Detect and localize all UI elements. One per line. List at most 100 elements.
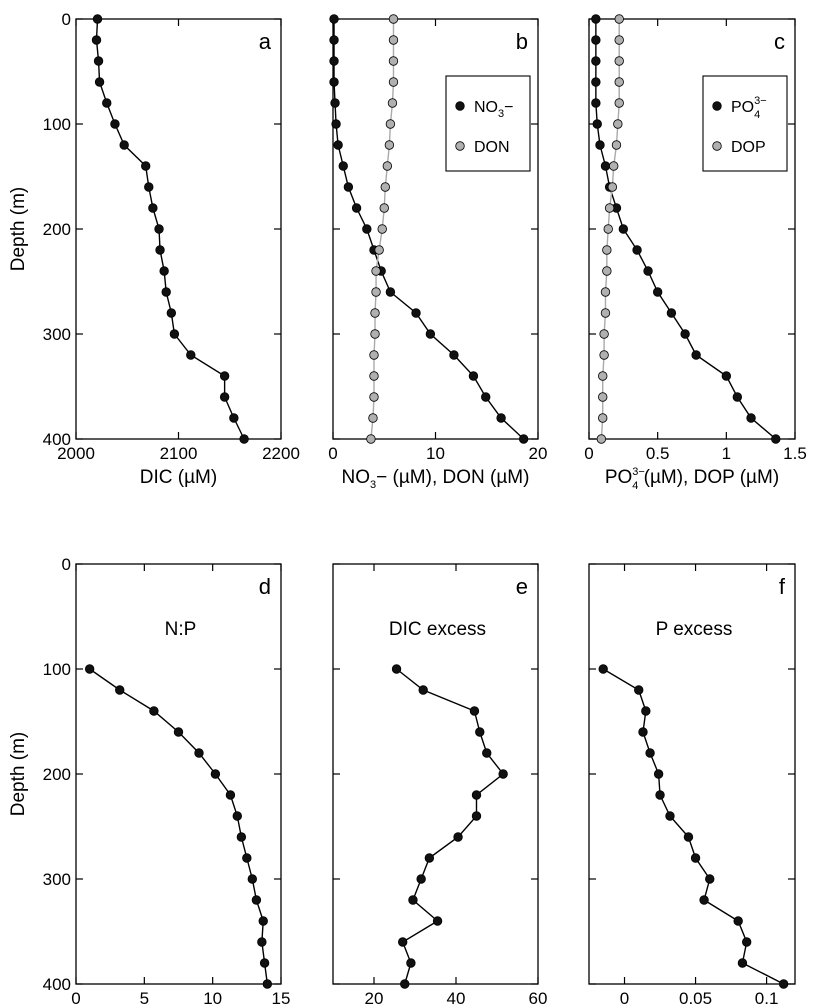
data-point: [161, 287, 171, 297]
data-point: [699, 895, 709, 905]
data-point: [400, 979, 410, 989]
data-point: [691, 350, 701, 360]
x-axis-label: DIC (µM): [140, 467, 217, 488]
legend: NO3− DON: [445, 75, 531, 172]
data-point: [155, 245, 165, 255]
data-point: [721, 371, 732, 381]
panel-e: 204060µMeDIC excess: [332, 563, 548, 1006]
x-tick-label: 2100: [160, 444, 198, 463]
panel-a: 2000 2100 2200 0 100 200 300 400 DIC (µM) Depth (…: [8, 10, 300, 488]
x-tick-label: 10: [426, 444, 445, 463]
data-point: [388, 56, 399, 66]
data-point: [518, 434, 529, 444]
data-point: [746, 413, 756, 423]
data-point: [600, 161, 611, 171]
data-point: [481, 392, 491, 402]
x-tick-label: 5: [140, 989, 149, 1006]
data-point: [666, 308, 677, 318]
x-tick-label: 1: [722, 444, 731, 463]
data-point: [614, 98, 624, 108]
data-point: [369, 371, 379, 381]
data-point: [242, 853, 252, 863]
data-point: [374, 245, 384, 255]
x-tick-label: 1.5: [783, 444, 807, 463]
data-point: [232, 811, 242, 821]
data-point: [498, 769, 508, 779]
legend-label: NO3−: [474, 99, 513, 120]
data-point: [598, 392, 608, 402]
data-point: [343, 182, 354, 192]
data-point: [496, 413, 506, 423]
data-point: [362, 224, 372, 234]
series-don: [366, 14, 399, 444]
y-tick-label: 400: [43, 430, 71, 449]
x-tick-label: 0.05: [679, 989, 712, 1006]
data-point: [251, 895, 262, 905]
x-tick-label: 0.5: [646, 444, 670, 463]
series-0: [391, 664, 508, 989]
data-point: [416, 874, 426, 884]
data-point: [607, 182, 618, 192]
data-point: [369, 350, 379, 360]
series-dop: [596, 14, 624, 444]
legend-box: [445, 75, 531, 172]
data-point: [482, 748, 492, 758]
legend-marker: [455, 141, 465, 151]
data-point: [166, 308, 177, 318]
data-point: [94, 77, 105, 87]
data-point: [102, 98, 112, 108]
panel-letter: b: [516, 29, 528, 54]
data-point: [338, 161, 348, 171]
data-point: [613, 119, 623, 129]
data-point: [778, 979, 789, 989]
data-point: [391, 664, 402, 674]
data-point: [665, 811, 675, 821]
data-point: [84, 664, 95, 674]
x-tick-label: 0: [620, 989, 629, 1006]
data-point: [329, 14, 339, 24]
data-point: [388, 14, 399, 24]
data-point: [632, 245, 642, 255]
data-point: [93, 56, 104, 66]
data-point: [614, 77, 624, 87]
data-point: [690, 853, 701, 863]
data-point: [159, 266, 169, 276]
data-point: [418, 685, 428, 695]
x-tick-label: 40: [447, 989, 466, 1006]
data-point: [591, 98, 601, 108]
y-tick-label: 400: [43, 975, 71, 994]
data-point: [239, 434, 249, 444]
series-po: [591, 14, 781, 444]
data-point: [262, 979, 273, 989]
panel-title: DIC excess: [389, 619, 486, 640]
x-tick-label: 20: [365, 989, 384, 1006]
y-tick-label: 200: [43, 220, 71, 239]
legend-label: PO3− 4: [731, 95, 767, 121]
x-tick-label: 0.1: [755, 989, 779, 1006]
data-point: [614, 56, 624, 66]
data-point: [384, 140, 395, 150]
data-point: [329, 56, 339, 66]
data-point: [115, 685, 125, 695]
x-tick-label: 0: [328, 444, 337, 463]
panel-d: 0510150100200300400mol:molDepth (m)dN:P: [8, 555, 290, 1006]
data-point: [737, 958, 748, 968]
data-point: [655, 790, 665, 800]
data-point: [149, 706, 159, 716]
data-point: [119, 140, 129, 150]
data-point: [186, 350, 196, 360]
series-line: [89, 668, 269, 985]
x-tick-label: 60: [529, 989, 548, 1006]
panel-letter: a: [259, 29, 272, 54]
data-point: [453, 832, 463, 842]
data-point: [148, 203, 158, 213]
data-point: [382, 161, 393, 171]
data-point: [154, 224, 164, 234]
data-point: [469, 706, 480, 716]
data-point: [652, 287, 663, 297]
data-point: [471, 811, 482, 821]
x-tick-label: 0: [71, 989, 80, 1006]
legend-marker: [712, 141, 722, 151]
data-point: [91, 35, 102, 45]
